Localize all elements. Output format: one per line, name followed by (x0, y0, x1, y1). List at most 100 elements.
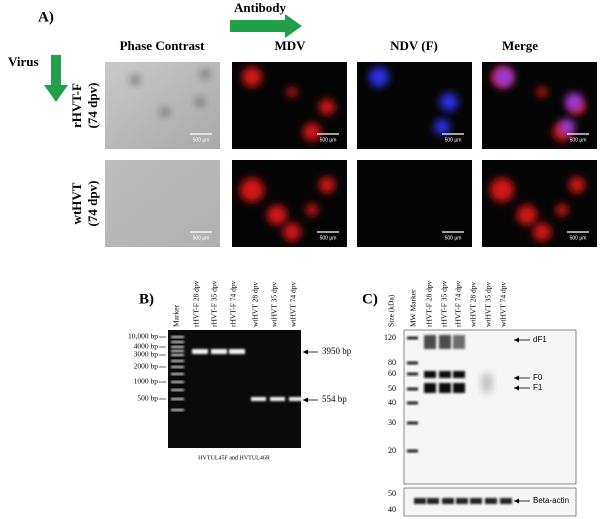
signal (319, 99, 335, 115)
arrowhead (303, 397, 308, 403)
marker-band (407, 336, 418, 340)
band (453, 371, 465, 378)
ladder-label: 4000 bp (134, 342, 159, 351)
arrowhead (514, 498, 519, 504)
band (453, 383, 465, 393)
arrowhead (514, 385, 519, 391)
signal (240, 178, 264, 202)
band (427, 498, 439, 504)
micrograph: 500 µm (105, 62, 220, 149)
signal (303, 123, 321, 141)
marker-label: 30 (388, 418, 396, 427)
image (105, 160, 220, 247)
lane-label: wtHVT 28 dpv (251, 281, 260, 327)
band (439, 335, 451, 349)
lane-label: rHVT-F 28 dpv (192, 280, 201, 327)
arrow (230, 14, 302, 38)
micrograph: 500 µm (232, 160, 347, 247)
ladder-label: 10,000 bp (128, 332, 158, 341)
marker-label: 20 (388, 446, 396, 455)
marker-band (407, 421, 418, 425)
band (424, 371, 436, 378)
lane-label: wtHVT 74 dpv (499, 281, 508, 327)
gel (168, 330, 301, 448)
band (289, 397, 304, 401)
ladder-band (171, 381, 184, 383)
signal (490, 178, 514, 202)
panel-label: C) (362, 291, 378, 307)
lane-label: Marker (172, 304, 181, 327)
signal (517, 205, 537, 225)
lane-label: rHVT-F 28 dpv (425, 280, 434, 327)
band (470, 498, 482, 504)
band (211, 349, 227, 354)
ladder-label: 1000 bp (134, 377, 159, 386)
speck (200, 69, 210, 79)
column-header: Merge (502, 38, 538, 53)
ladder-band (171, 346, 184, 348)
scale-bar-label: 500 µm (570, 235, 587, 241)
virus-label: Virus (8, 54, 39, 69)
scale-bar-label: 500 µm (445, 137, 462, 143)
scale-bar-label: 500 µm (320, 137, 337, 143)
panel-label: B) (139, 291, 154, 307)
signal (369, 67, 389, 87)
band-label: dF1 (533, 335, 547, 344)
row-label: wtHVT (69, 182, 84, 224)
band (192, 349, 208, 354)
signal (494, 67, 514, 87)
ladder-band (171, 354, 184, 356)
scale-bar-label: 500 µm (193, 235, 210, 241)
signal (434, 119, 450, 135)
marker-label: 50 (388, 489, 396, 498)
marker-label: 60 (388, 369, 396, 378)
micrograph: 500 µm (357, 62, 472, 149)
scale-bar-label: 500 µm (570, 137, 587, 143)
column-header: MDV (274, 38, 306, 53)
micrograph: 500 µm (357, 160, 472, 247)
band (439, 383, 451, 393)
speck (130, 75, 140, 85)
marker-band (407, 387, 418, 391)
signal (242, 67, 262, 87)
lane-label: wtHVT 28 dpv (469, 281, 478, 327)
band-label: F1 (533, 383, 543, 392)
scale-bar-label: 500 µm (445, 235, 462, 241)
scale-bar-label: 500 µm (320, 235, 337, 241)
row-label: (74 dpv) (85, 181, 100, 227)
lane-label: wtHVT 35 dpv (484, 281, 493, 327)
band (424, 335, 436, 349)
marker-band (407, 449, 418, 453)
signal (440, 93, 458, 111)
band-label: 554 bp (322, 394, 347, 404)
band (485, 498, 497, 504)
speck (160, 107, 170, 117)
micrograph: 500 µm (482, 160, 597, 247)
marker-band (407, 361, 418, 365)
row-label: rHVT-F (69, 83, 84, 128)
band (424, 383, 436, 393)
arrowhead (514, 337, 519, 343)
signal (319, 177, 335, 193)
row-label: (74 dpv) (85, 83, 100, 129)
signal (306, 204, 318, 216)
band (456, 498, 468, 504)
ladder-band (171, 336, 184, 338)
panel-label: A) (38, 9, 54, 25)
signal (267, 205, 287, 225)
marker-label: 40 (388, 505, 396, 514)
micrograph: 500 µm (232, 62, 347, 149)
ladder-band (171, 389, 184, 391)
signal (283, 223, 301, 241)
band-label: 3950 bp (322, 346, 352, 356)
band (270, 397, 285, 401)
micrograph: 500 µm (105, 160, 220, 247)
signal (565, 93, 583, 111)
arrowhead (303, 349, 308, 355)
band (453, 335, 465, 349)
marker-label: 120 (384, 333, 396, 342)
micrograph: 500 µm (482, 62, 597, 149)
lane-label: rHVT-F 35 dpv (210, 280, 219, 327)
band (482, 374, 492, 392)
